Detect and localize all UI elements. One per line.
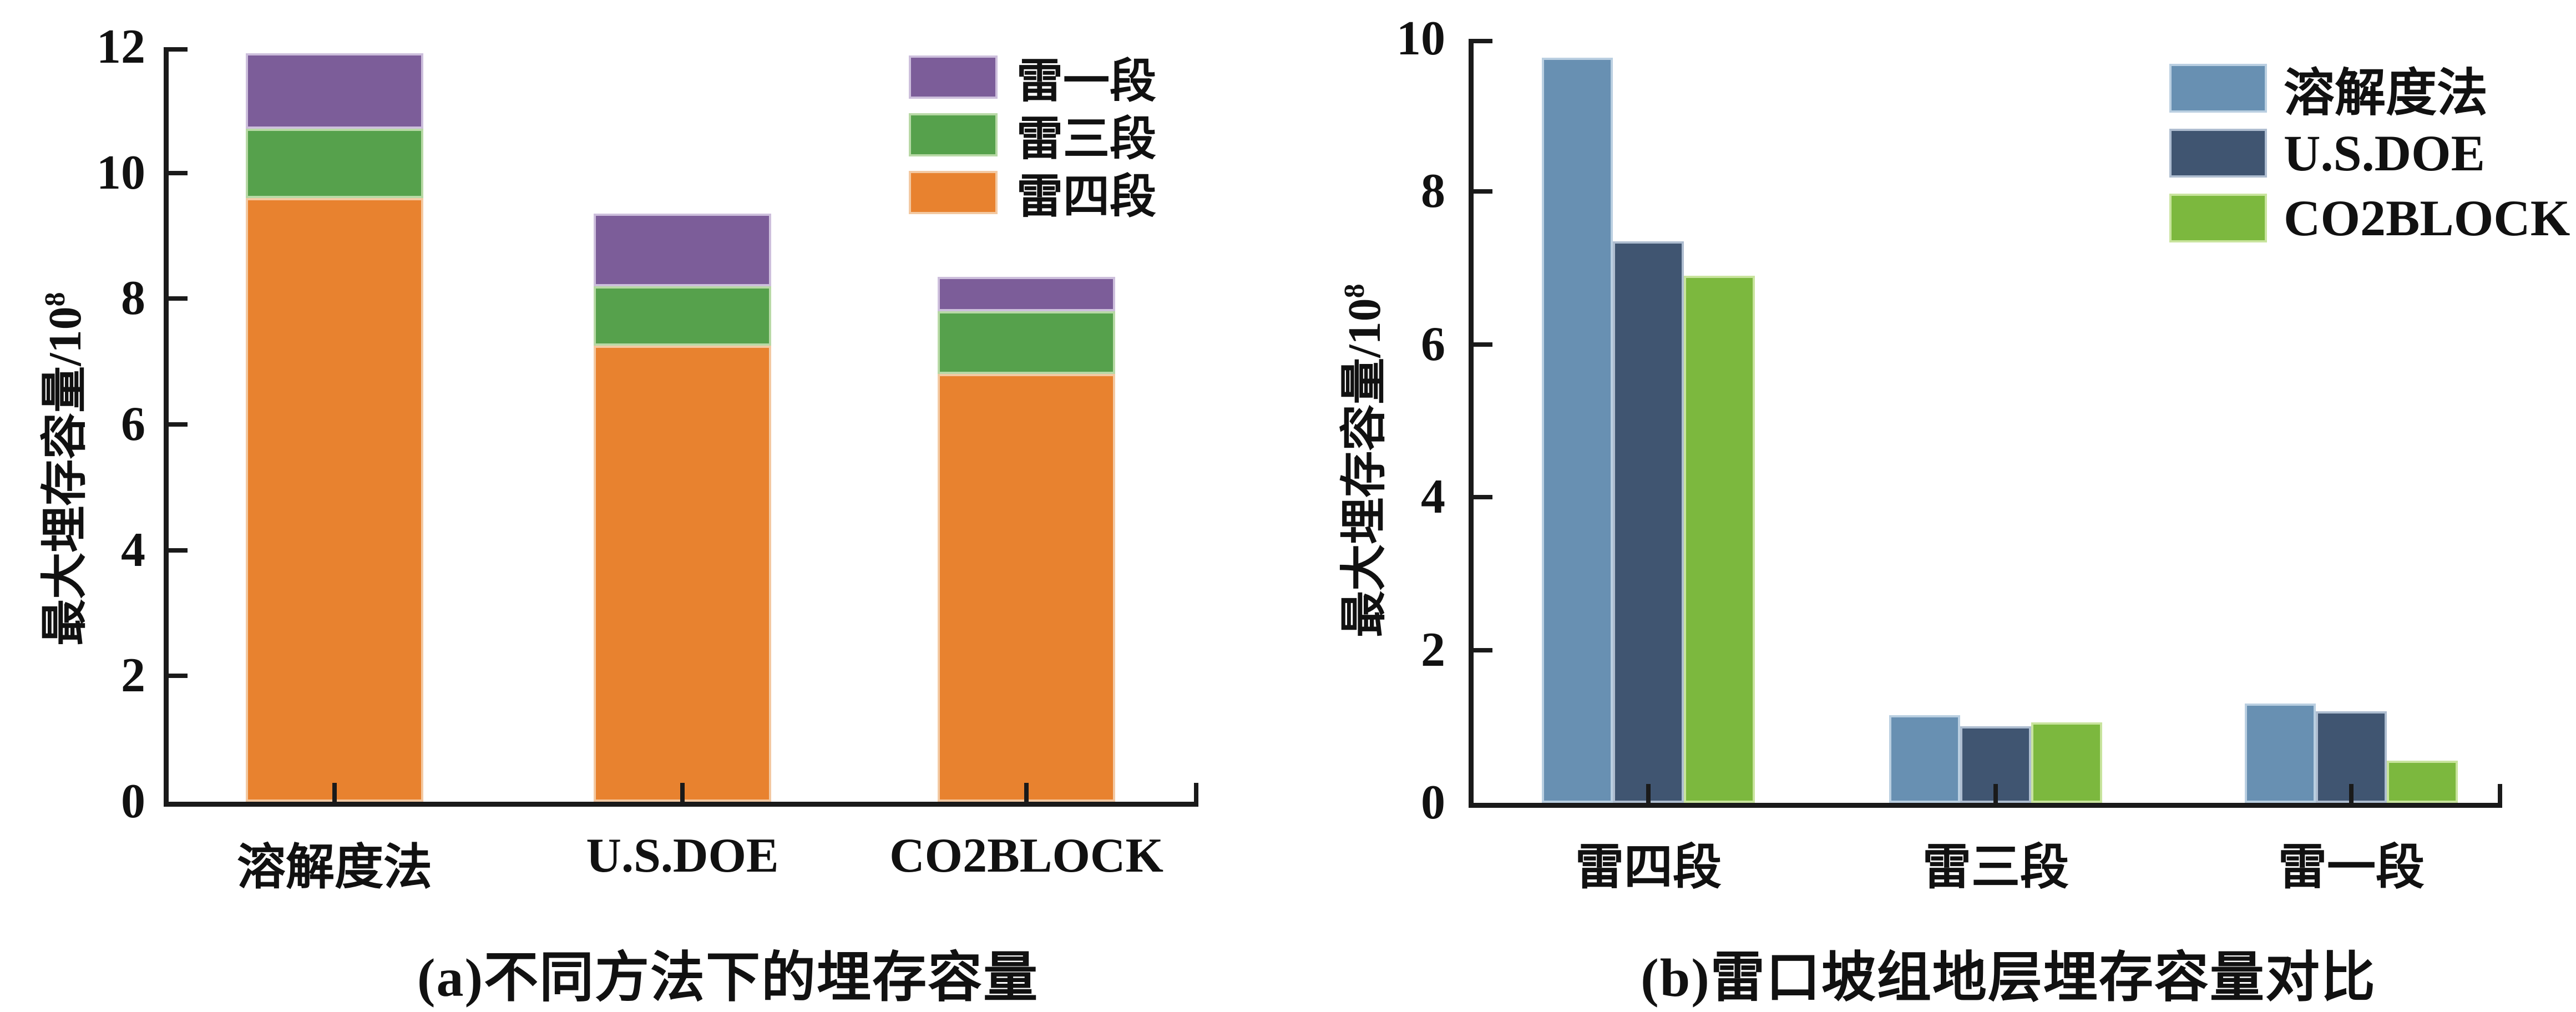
x-label-a-2: CO2BLOCK <box>889 829 1163 883</box>
x-end-tick-a <box>1194 783 1198 802</box>
y-tick-a-2 <box>169 674 188 679</box>
x-axis-a <box>164 802 1198 807</box>
y-tick-label-a-12: 12 <box>97 20 145 74</box>
y-tick-b-2 <box>1474 647 1492 652</box>
bar-a-s2-c1 <box>594 214 771 286</box>
y-axis-b <box>1469 39 1474 808</box>
x-tick-b-2 <box>2349 784 2354 803</box>
bar-a-s0-c2 <box>938 374 1115 802</box>
bar-b-s0-c2 <box>2245 704 2316 803</box>
bar-a-s0-c1 <box>594 346 771 802</box>
y-tick-b-10 <box>1474 39 1492 43</box>
bar-b-s2-c1 <box>2031 722 2102 803</box>
bar-a-s0-c0 <box>246 198 423 802</box>
x-axis-b <box>1469 803 2502 808</box>
bar-b-s2-c0 <box>1684 275 1755 803</box>
y-axis-a <box>164 47 169 807</box>
plot-area-a <box>164 47 1198 807</box>
legend-swatch-b-0 <box>2169 64 2267 113</box>
y-tick-label-b-4: 4 <box>1421 470 1445 524</box>
legend-label-b-2: CO2BLOCK <box>2284 190 2570 246</box>
bar-a-s1-c0 <box>246 129 423 198</box>
legend-item-b-1: U.S.DOE <box>2169 125 2485 181</box>
y-axis-label-b-superscript: 8 <box>1339 284 1370 298</box>
y-tick-label-b-10: 10 <box>1396 12 1445 65</box>
x-tick-b-1 <box>1993 784 1998 803</box>
y-tick-label-a-4: 4 <box>121 523 145 577</box>
legend-item-a-2: 雷四段 <box>909 171 1156 223</box>
bar-a-s2-c2 <box>938 276 1115 311</box>
legend-label-b-0: 溶解度法 <box>2284 64 2488 122</box>
y-tick-label-a-6: 6 <box>121 397 145 451</box>
x-label-b-1: 雷三段 <box>1922 841 2069 895</box>
y-tick-label-a-10: 10 <box>97 145 145 200</box>
bar-a-s2-c0 <box>246 53 423 129</box>
y-tick-label-b-2: 2 <box>1421 623 1445 677</box>
y-tick-a-4 <box>169 548 188 553</box>
plot-area-b <box>1469 39 2502 808</box>
bar-a-s1-c1 <box>594 286 771 346</box>
bar-a-s1-c2 <box>938 311 1115 375</box>
legend-swatch-b-2 <box>2169 194 2267 242</box>
bar-b-s2-c2 <box>2387 761 2458 803</box>
x-tick-b-0 <box>1646 784 1651 803</box>
y-tick-a-10 <box>169 170 188 175</box>
bar-b-s0-c0 <box>1542 58 1613 803</box>
legend-label-a-2: 雷四段 <box>1016 171 1157 223</box>
y-tick-label-b-6: 6 <box>1421 317 1445 371</box>
y-tick-b-8 <box>1474 189 1492 194</box>
legend-swatch-a-2 <box>909 171 998 214</box>
legend-swatch-a-1 <box>909 113 998 156</box>
y-tick-label-a-2: 2 <box>121 649 145 703</box>
x-tick-a-2 <box>1024 783 1029 802</box>
x-tick-a-0 <box>332 783 337 802</box>
caption-b: (b)雷口坡组地层埋存容量对比 <box>1641 948 2376 1008</box>
legend-item-a-0: 雷一段 <box>909 55 1156 108</box>
legend-item-a-1: 雷三段 <box>909 113 1156 165</box>
y-tick-label-a-0: 0 <box>121 775 145 828</box>
y-tick-label-b-0: 0 <box>1421 776 1445 829</box>
y-tick-a-6 <box>169 422 188 427</box>
y-tick-b-6 <box>1474 342 1492 347</box>
x-label-a-1: U.S.DOE <box>586 829 779 883</box>
legend-item-b-0: 溶解度法 <box>2169 64 2488 122</box>
y-tick-a-8 <box>169 296 188 301</box>
legend-label-a-1: 雷三段 <box>1016 113 1157 165</box>
legend-label-b-1: U.S.DOE <box>2284 125 2485 181</box>
legend-swatch-a-0 <box>909 55 998 99</box>
x-label-b-0: 雷四段 <box>1575 841 1722 895</box>
legend-item-b-2: CO2BLOCK <box>2169 190 2570 246</box>
legend-swatch-b-1 <box>2169 129 2267 178</box>
y-tick-a-12 <box>169 47 188 52</box>
y-tick-label-a-8: 8 <box>121 271 145 326</box>
y-tick-label-b-8: 8 <box>1421 164 1445 219</box>
x-label-b-2: 雷一段 <box>2278 841 2425 895</box>
x-end-tick-b <box>2498 784 2502 803</box>
x-tick-a-1 <box>680 783 685 802</box>
legend-label-a-0: 雷一段 <box>1016 55 1157 108</box>
x-label-a-0: 溶解度法 <box>236 841 432 895</box>
y-tick-b-4 <box>1474 495 1492 500</box>
bar-b-s1-c0 <box>1613 241 1684 803</box>
bar-b-s0-c1 <box>1889 715 1960 803</box>
